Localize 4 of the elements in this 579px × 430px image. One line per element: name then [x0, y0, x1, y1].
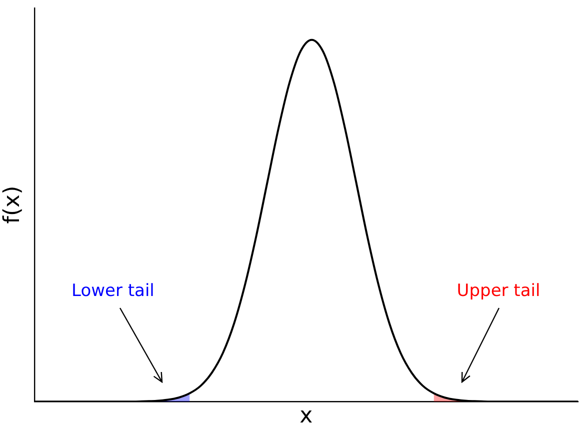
x-axis-title: x — [300, 404, 313, 429]
annotation: Lower tail — [72, 280, 154, 301]
y-axis-title: f(x) — [0, 186, 25, 224]
annotation: Upper tail — [456, 280, 540, 301]
